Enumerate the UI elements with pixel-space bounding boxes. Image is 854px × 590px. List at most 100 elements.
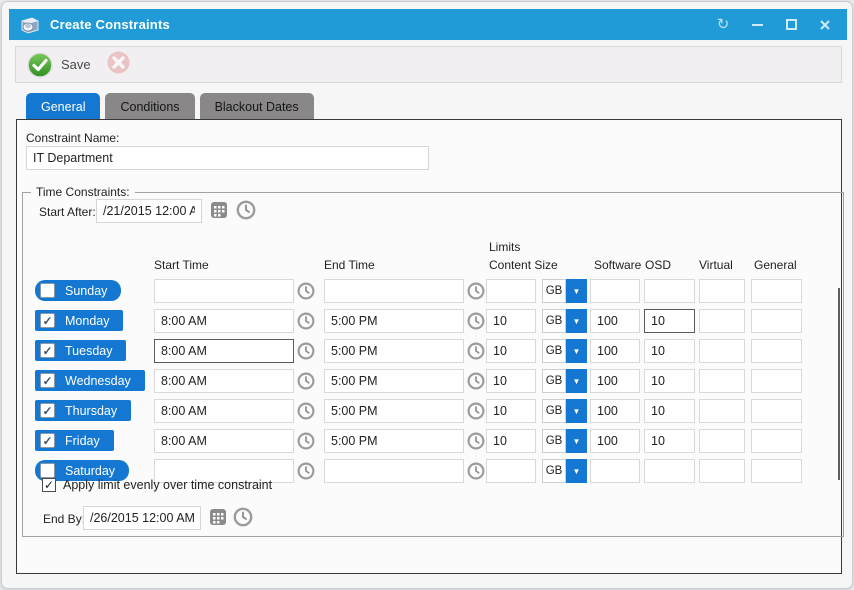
end-by-calendar-icon[interactable] xyxy=(208,507,228,527)
day-toggle-sunday[interactable]: Sunday xyxy=(35,280,122,301)
save-button[interactable]: Save xyxy=(27,51,91,78)
osd-input-friday[interactable] xyxy=(644,429,695,453)
software-input-wednesday[interactable] xyxy=(590,369,640,393)
end-clock-icon[interactable] xyxy=(467,342,485,360)
start-time-input-monday[interactable] xyxy=(154,309,294,333)
general-input-sunday[interactable] xyxy=(751,279,802,303)
start-time-input-tuesday[interactable] xyxy=(154,339,294,363)
unit-value[interactable]: GB xyxy=(542,279,566,303)
end-time-input-monday[interactable] xyxy=(324,309,464,333)
unit-value[interactable]: GB xyxy=(542,339,566,363)
osd-input-tuesday[interactable] xyxy=(644,339,695,363)
day-checkbox-saturday[interactable] xyxy=(40,463,55,478)
apply-limit-checkbox[interactable]: ✓ xyxy=(42,478,56,492)
day-toggle-saturday[interactable]: Saturday xyxy=(35,460,130,481)
maximize-icon[interactable] xyxy=(783,17,799,33)
tab-conditions[interactable]: Conditions xyxy=(105,93,195,120)
general-input-friday[interactable] xyxy=(751,429,802,453)
day-checkbox-thursday[interactable]: ✓ xyxy=(40,403,55,418)
start-clock-icon[interactable] xyxy=(297,282,315,300)
end-clock-icon[interactable] xyxy=(467,372,485,390)
virtual-input-thursday[interactable] xyxy=(699,399,745,423)
day-checkbox-monday[interactable]: ✓ xyxy=(40,313,55,328)
unit-value[interactable]: GB xyxy=(542,459,566,483)
end-time-input-wednesday[interactable] xyxy=(324,369,464,393)
grid-scrollbar[interactable] xyxy=(838,288,840,480)
end-time-input-friday[interactable] xyxy=(324,429,464,453)
software-input-tuesday[interactable] xyxy=(590,339,640,363)
general-input-tuesday[interactable] xyxy=(751,339,802,363)
software-input-sunday[interactable] xyxy=(590,279,640,303)
end-clock-icon[interactable] xyxy=(467,312,485,330)
start-clock-icon[interactable] xyxy=(297,402,315,420)
virtual-input-sunday[interactable] xyxy=(699,279,745,303)
day-toggle-thursday[interactable]: ✓ Thursday xyxy=(35,400,132,421)
software-input-saturday[interactable] xyxy=(590,459,640,483)
content-size-input-wednesday[interactable] xyxy=(486,369,536,393)
content-size-input-saturday[interactable] xyxy=(486,459,536,483)
content-size-input-monday[interactable] xyxy=(486,309,536,333)
virtual-input-friday[interactable] xyxy=(699,429,745,453)
osd-input-sunday[interactable] xyxy=(644,279,695,303)
day-toggle-friday[interactable]: ✓ Friday xyxy=(35,430,114,451)
start-clock-icon[interactable] xyxy=(297,462,315,480)
unit-value[interactable]: GB xyxy=(542,309,566,333)
constraint-name-input[interactable] xyxy=(26,146,429,170)
software-input-monday[interactable] xyxy=(590,309,640,333)
close-icon[interactable] xyxy=(817,17,833,33)
start-time-input-wednesday[interactable] xyxy=(154,369,294,393)
day-checkbox-friday[interactable]: ✓ xyxy=(40,433,55,448)
end-time-input-tuesday[interactable] xyxy=(324,339,464,363)
content-size-input-thursday[interactable] xyxy=(486,399,536,423)
osd-input-saturday[interactable] xyxy=(644,459,695,483)
unit-dropdown-icon[interactable]: ▼ xyxy=(566,459,587,483)
osd-input-wednesday[interactable] xyxy=(644,369,695,393)
unit-value[interactable]: GB xyxy=(542,429,566,453)
end-time-input-saturday[interactable] xyxy=(324,459,464,483)
end-clock-icon[interactable] xyxy=(467,402,485,420)
software-input-friday[interactable] xyxy=(590,429,640,453)
unit-dropdown-icon[interactable]: ▼ xyxy=(566,339,587,363)
osd-input-monday[interactable] xyxy=(644,309,695,333)
unit-value[interactable]: GB xyxy=(542,399,566,423)
unit-dropdown-icon[interactable]: ▼ xyxy=(566,399,587,423)
general-input-monday[interactable] xyxy=(751,309,802,333)
day-toggle-monday[interactable]: ✓ Monday xyxy=(35,310,124,331)
start-after-calendar-icon[interactable] xyxy=(209,200,229,220)
day-checkbox-sunday[interactable] xyxy=(40,283,55,298)
unit-value[interactable]: GB xyxy=(542,369,566,393)
start-time-input-friday[interactable] xyxy=(154,429,294,453)
end-clock-icon[interactable] xyxy=(467,282,485,300)
start-after-input[interactable] xyxy=(96,199,202,223)
start-time-input-sunday[interactable] xyxy=(154,279,294,303)
osd-input-thursday[interactable] xyxy=(644,399,695,423)
content-size-input-sunday[interactable] xyxy=(486,279,536,303)
tab-blackout-dates[interactable]: Blackout Dates xyxy=(199,93,314,120)
start-time-input-thursday[interactable] xyxy=(154,399,294,423)
start-clock-icon[interactable] xyxy=(297,312,315,330)
end-by-clock-icon[interactable] xyxy=(233,507,253,527)
general-input-saturday[interactable] xyxy=(751,459,802,483)
end-time-input-thursday[interactable] xyxy=(324,399,464,423)
general-input-thursday[interactable] xyxy=(751,399,802,423)
start-time-input-saturday[interactable] xyxy=(154,459,294,483)
end-clock-icon[interactable] xyxy=(467,432,485,450)
start-clock-icon[interactable] xyxy=(297,372,315,390)
software-input-thursday[interactable] xyxy=(590,399,640,423)
unit-dropdown-icon[interactable]: ▼ xyxy=(566,369,587,393)
refresh-icon[interactable]: ↻ xyxy=(716,16,730,33)
day-toggle-tuesday[interactable]: ✓ Tuesday xyxy=(35,340,127,361)
tab-general[interactable]: General xyxy=(26,93,101,120)
virtual-input-monday[interactable] xyxy=(699,309,745,333)
virtual-input-wednesday[interactable] xyxy=(699,369,745,393)
end-clock-icon[interactable] xyxy=(467,462,485,480)
content-size-input-tuesday[interactable] xyxy=(486,339,536,363)
unit-dropdown-icon[interactable]: ▼ xyxy=(566,279,587,303)
start-clock-icon[interactable] xyxy=(297,432,315,450)
cancel-button[interactable] xyxy=(107,51,130,79)
virtual-input-tuesday[interactable] xyxy=(699,339,745,363)
end-time-input-sunday[interactable] xyxy=(324,279,464,303)
start-clock-icon[interactable] xyxy=(297,342,315,360)
unit-dropdown-icon[interactable]: ▼ xyxy=(566,309,587,333)
virtual-input-saturday[interactable] xyxy=(699,459,745,483)
